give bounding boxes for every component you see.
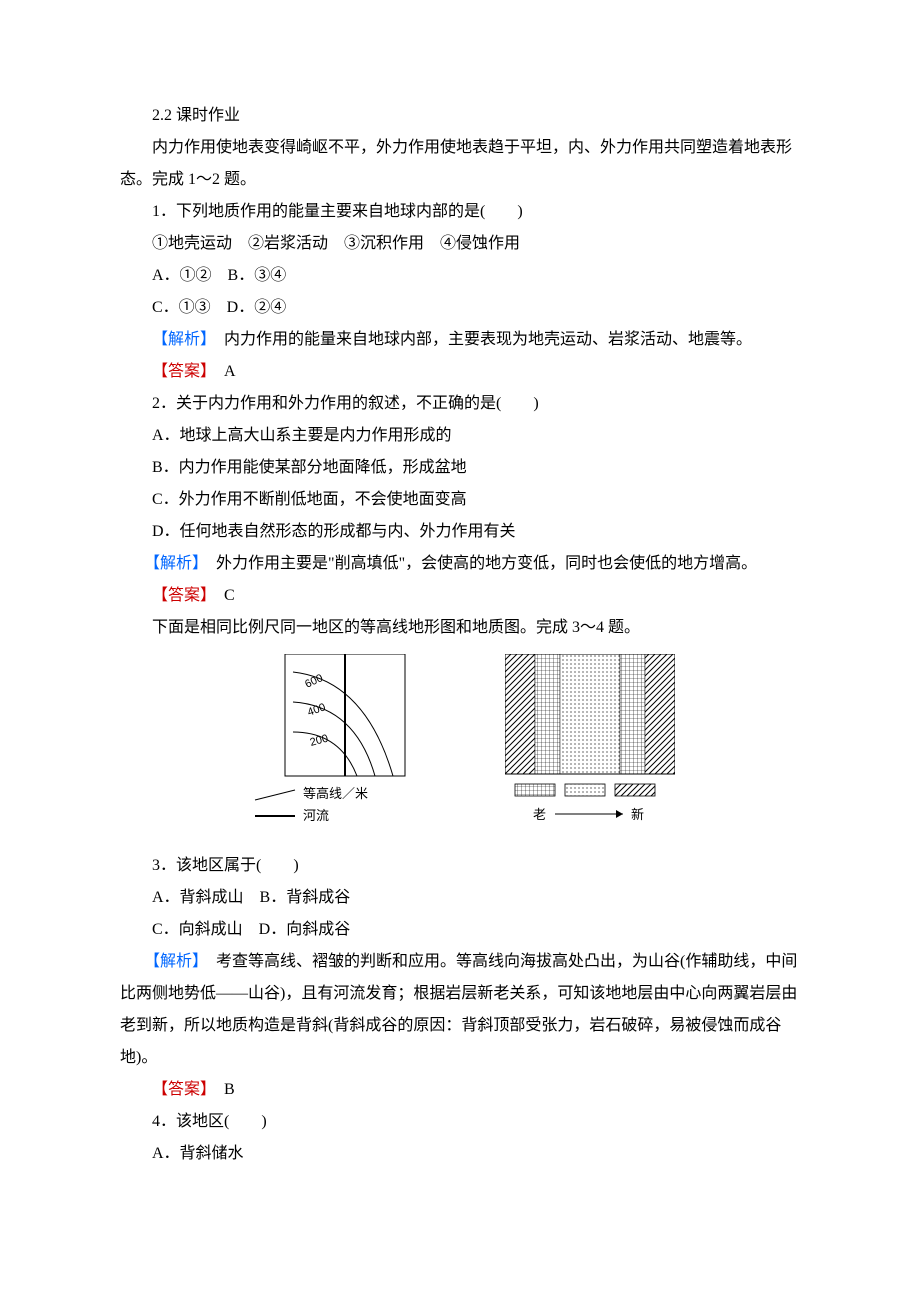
intro-text: 内力作用使地表变得崎岖不平，外力作用使地表趋于平坦，内、外力作用共同塑造着地表形… xyxy=(120,132,800,196)
section-header: 2.2 课时作业 xyxy=(120,100,800,132)
q1-opt-cd: C．①③ D．②④ xyxy=(120,292,800,324)
q1-analysis: 【解析】 内力作用的能量来自地球内部，主要表现为地壳运动、岩浆活动、地震等。 xyxy=(120,324,800,356)
svg-text:河流: 河流 xyxy=(303,808,329,823)
q1-opt-ab: A．①② B．③④ xyxy=(120,260,800,292)
q3-answer: 【答案】 B xyxy=(120,1074,800,1106)
q2-analysis-text: 外力作用主要是"削高填低"，会使高的地方变低，同时也会使低的地方增高。 xyxy=(216,555,757,572)
q1-items: ①地壳运动 ②岩浆活动 ③沉积作用 ④侵蚀作用 xyxy=(120,228,800,260)
q3-stem: 3．该地区属于( ) xyxy=(120,850,800,882)
q2-opt-c: C．外力作用不断削低地面，不会使地面变高 xyxy=(120,484,800,516)
q3-opt-cd: C．向斜成山 D．向斜成谷 xyxy=(120,914,800,946)
q4-opt-a: A．背斜储水 xyxy=(120,1138,800,1170)
contour-map: 600400200等高线／米河流 xyxy=(245,654,475,844)
q4-stem: 4．该地区( ) xyxy=(120,1106,800,1138)
q3-answer-val: B xyxy=(224,1081,235,1098)
q3-analysis: 【解析】 考查等高线、褶皱的判断和应用。等高线向海拔高处凸出，为山谷(作辅助线，… xyxy=(120,946,800,1074)
analysis-label: 【解析】 xyxy=(152,555,200,572)
q2-answer-val: C xyxy=(224,587,235,604)
q2-stem: 2．关于内力作用和外力作用的叙述，不正确的是( ) xyxy=(120,388,800,420)
answer-label: 【答案】 xyxy=(152,1081,208,1098)
q2-answer: 【答案】 C xyxy=(120,580,800,612)
answer-label: 【答案】 xyxy=(152,587,208,604)
svg-text:老: 老 xyxy=(533,807,546,822)
figure-row: 600400200等高线／米河流 老新 xyxy=(120,654,800,844)
answer-label: 【答案】 xyxy=(152,363,208,380)
q3-opt-ab: A．背斜成山 B．背斜成谷 xyxy=(120,882,800,914)
q2-opt-b: B．内力作用能使某部分地面降低，形成盆地 xyxy=(120,452,800,484)
svg-text:新: 新 xyxy=(631,807,644,822)
q1-answer-val: A xyxy=(224,363,236,380)
svg-text:等高线／米: 等高线／米 xyxy=(303,786,368,801)
q1-analysis-text: 内力作用的能量来自地球内部，主要表现为地壳运动、岩浆活动、地震等。 xyxy=(224,331,752,348)
q1-answer: 【答案】 A xyxy=(120,356,800,388)
q3-analysis-text: 考查等高线、褶皱的判断和应用。等高线向海拔高处凸出，为山谷(作辅助线，中间比两侧… xyxy=(120,953,797,1066)
q1-stem: 1．下列地质作用的能量主要来自地球内部的是( ) xyxy=(120,196,800,228)
q2-opt-a: A．地球上高大山系主要是内力作用形成的 xyxy=(120,420,800,452)
analysis-label: 【解析】 xyxy=(152,331,208,348)
analysis-label: 【解析】 xyxy=(152,953,200,970)
q2-analysis: 【解析】 外力作用主要是"削高填低"，会使高的地方变低，同时也会使低的地方增高。 xyxy=(120,548,800,580)
geology-map: 老新 xyxy=(505,654,675,844)
q2-opt-d: D．任何地表自然形态的形成都与内、外力作用有关 xyxy=(120,516,800,548)
figure-intro: 下面是相同比例尺同一地区的等高线地形图和地质图。完成 3～4 题。 xyxy=(120,612,800,644)
